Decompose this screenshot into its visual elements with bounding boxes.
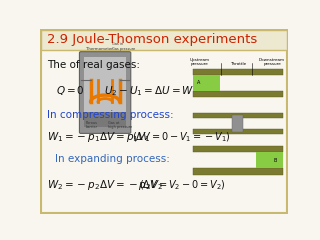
Text: In expanding process:: In expanding process: — [55, 154, 170, 164]
Bar — [193, 129, 283, 134]
Text: In compressing process:: In compressing process: — [47, 110, 174, 120]
Bar — [256, 152, 283, 168]
Text: Upstream
pressure: Upstream pressure — [190, 58, 210, 66]
Text: B: B — [273, 158, 277, 163]
Bar — [193, 69, 283, 75]
Bar — [193, 113, 283, 118]
Text: $(\Delta V=V_2-0=V_2)$: $(\Delta V=V_2-0=V_2)$ — [139, 178, 226, 192]
Text: The of real gases:: The of real gases: — [47, 60, 140, 70]
Text: Throttle: Throttle — [230, 62, 246, 66]
Text: Thermometer: Thermometer — [86, 47, 113, 51]
Bar — [41, 30, 287, 50]
Text: A: A — [197, 80, 200, 85]
Text: $(\Delta V=0-V_1=-V_1)$: $(\Delta V=0-V_1=-V_1)$ — [132, 130, 230, 144]
Text: $W_1=-p_1\Delta V=p_1V_1$: $W_1=-p_1\Delta V=p_1V_1$ — [47, 130, 151, 144]
Text: 2.9 Joule-Thomson experiments: 2.9 Joule-Thomson experiments — [47, 33, 258, 46]
Text: $W_2=-p_2\Delta V=-p_2V_2$: $W_2=-p_2\Delta V=-p_2V_2$ — [47, 178, 164, 192]
Bar — [193, 168, 283, 175]
Bar — [193, 91, 283, 97]
Bar — [232, 115, 243, 132]
Text: Gas in
Gas pressure: Gas in Gas pressure — [112, 42, 135, 51]
Bar — [84, 57, 126, 127]
Text: Porous
barrier: Porous barrier — [86, 121, 98, 129]
Text: $Q=0$: $Q=0$ — [56, 84, 85, 97]
Bar — [193, 146, 283, 152]
Bar — [84, 113, 126, 127]
Text: Gas at
high pressure: Gas at high pressure — [108, 121, 132, 129]
Text: Downstream
pressure: Downstream pressure — [259, 58, 285, 66]
Text: $U_2-U_1=\Delta U=W$: $U_2-U_1=\Delta U=W$ — [104, 84, 195, 98]
Bar — [193, 75, 220, 91]
FancyBboxPatch shape — [79, 52, 131, 133]
